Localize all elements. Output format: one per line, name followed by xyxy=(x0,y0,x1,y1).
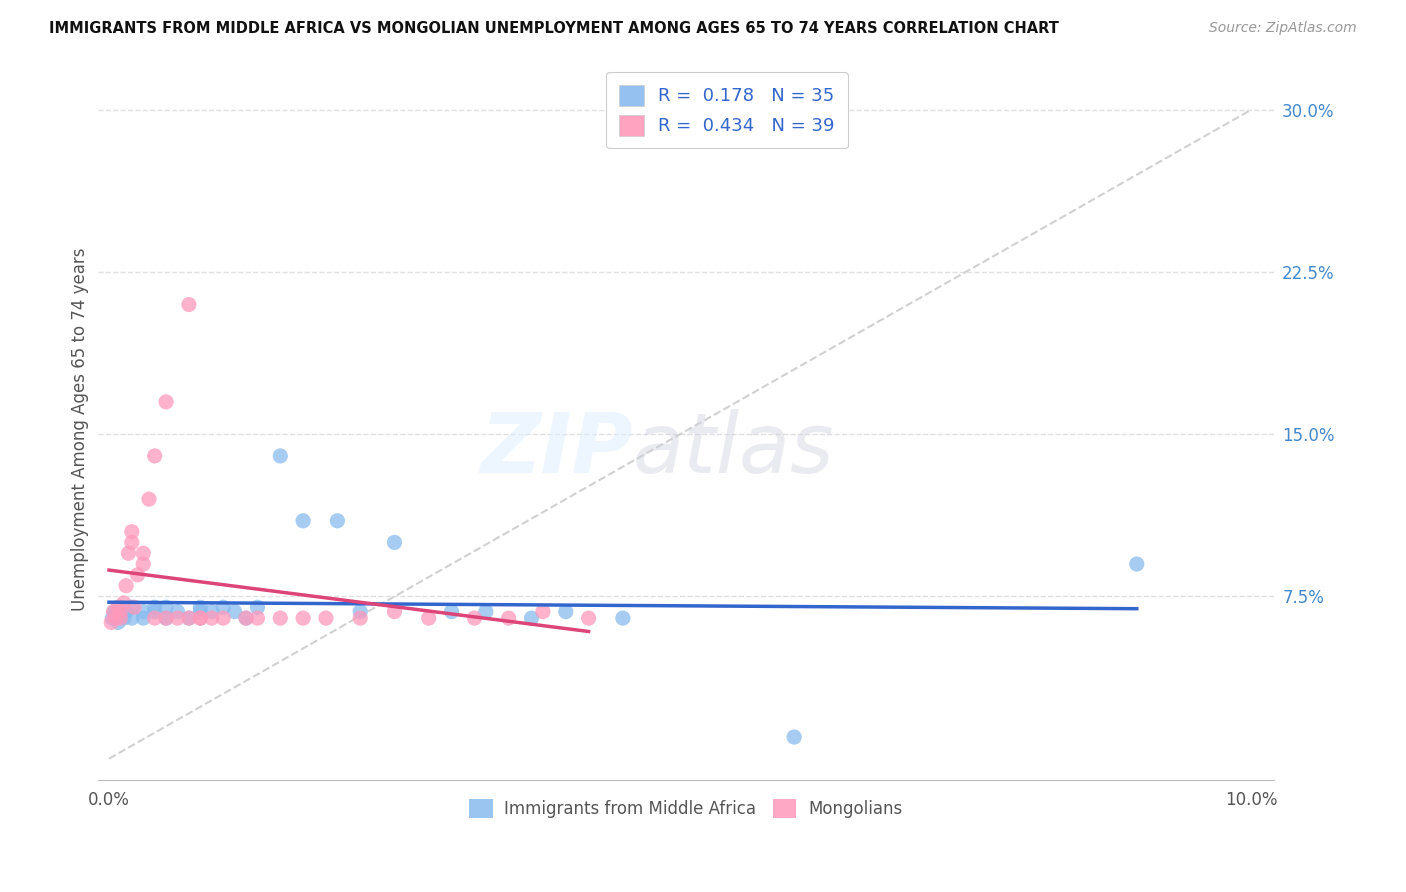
Point xyxy=(143,611,166,625)
Text: atlas: atlas xyxy=(633,409,834,491)
Text: Source: ZipAtlas.com: Source: ZipAtlas.com xyxy=(1209,21,1357,36)
Point xyxy=(292,611,315,625)
Point xyxy=(578,611,600,625)
Point xyxy=(384,605,406,619)
Point xyxy=(498,611,520,625)
Point xyxy=(115,579,138,593)
Point xyxy=(177,297,200,311)
Point xyxy=(326,514,349,528)
Point xyxy=(121,600,143,615)
Point xyxy=(783,730,806,744)
Point xyxy=(224,605,246,619)
Point xyxy=(235,611,257,625)
Point xyxy=(112,611,135,625)
Point xyxy=(143,600,166,615)
Point xyxy=(110,605,132,619)
Point xyxy=(103,605,125,619)
Point xyxy=(188,611,211,625)
Point xyxy=(612,611,634,625)
Point xyxy=(177,611,200,625)
Point xyxy=(188,611,211,625)
Point xyxy=(155,600,177,615)
Point xyxy=(269,449,291,463)
Point xyxy=(132,546,155,560)
Point xyxy=(188,600,211,615)
Point xyxy=(201,611,224,625)
Point xyxy=(349,611,371,625)
Point xyxy=(201,605,224,619)
Point xyxy=(384,535,406,549)
Point xyxy=(188,605,211,619)
Point xyxy=(531,605,554,619)
Point xyxy=(127,567,149,582)
Legend: Immigrants from Middle Africa, Mongolians: Immigrants from Middle Africa, Mongolian… xyxy=(463,792,908,825)
Point xyxy=(143,449,166,463)
Point xyxy=(1126,557,1149,571)
Point xyxy=(132,557,155,571)
Point xyxy=(138,492,160,507)
Point xyxy=(132,611,155,625)
Point xyxy=(166,605,188,619)
Point xyxy=(246,611,269,625)
Point xyxy=(155,394,177,409)
Point xyxy=(107,600,129,615)
Point xyxy=(349,605,371,619)
Point xyxy=(463,611,485,625)
Point xyxy=(177,611,200,625)
Point xyxy=(132,605,155,619)
Text: ZIP: ZIP xyxy=(479,409,633,491)
Point xyxy=(107,615,129,630)
Point xyxy=(104,605,127,619)
Point xyxy=(110,600,132,615)
Point xyxy=(115,605,138,619)
Point xyxy=(121,524,143,539)
Point xyxy=(155,611,177,625)
Point xyxy=(117,546,139,560)
Point xyxy=(212,611,235,625)
Point xyxy=(121,611,143,625)
Point xyxy=(104,611,127,625)
Point xyxy=(520,611,543,625)
Point xyxy=(269,611,291,625)
Point xyxy=(418,611,440,625)
Point xyxy=(212,600,235,615)
Point xyxy=(110,611,132,625)
Point xyxy=(235,611,257,625)
Point xyxy=(155,611,177,625)
Point xyxy=(121,535,143,549)
Point xyxy=(315,611,337,625)
Point xyxy=(100,615,122,630)
Point xyxy=(166,611,188,625)
Point xyxy=(440,605,463,619)
Point xyxy=(112,596,135,610)
Point xyxy=(122,600,145,615)
Point xyxy=(143,605,166,619)
Text: IMMIGRANTS FROM MIDDLE AFRICA VS MONGOLIAN UNEMPLOYMENT AMONG AGES 65 TO 74 YEAR: IMMIGRANTS FROM MIDDLE AFRICA VS MONGOLI… xyxy=(49,21,1059,37)
Point xyxy=(246,600,269,615)
Y-axis label: Unemployment Among Ages 65 to 74 years: Unemployment Among Ages 65 to 74 years xyxy=(72,247,89,611)
Point xyxy=(475,605,498,619)
Point xyxy=(292,514,315,528)
Point xyxy=(101,611,124,625)
Point xyxy=(554,605,576,619)
